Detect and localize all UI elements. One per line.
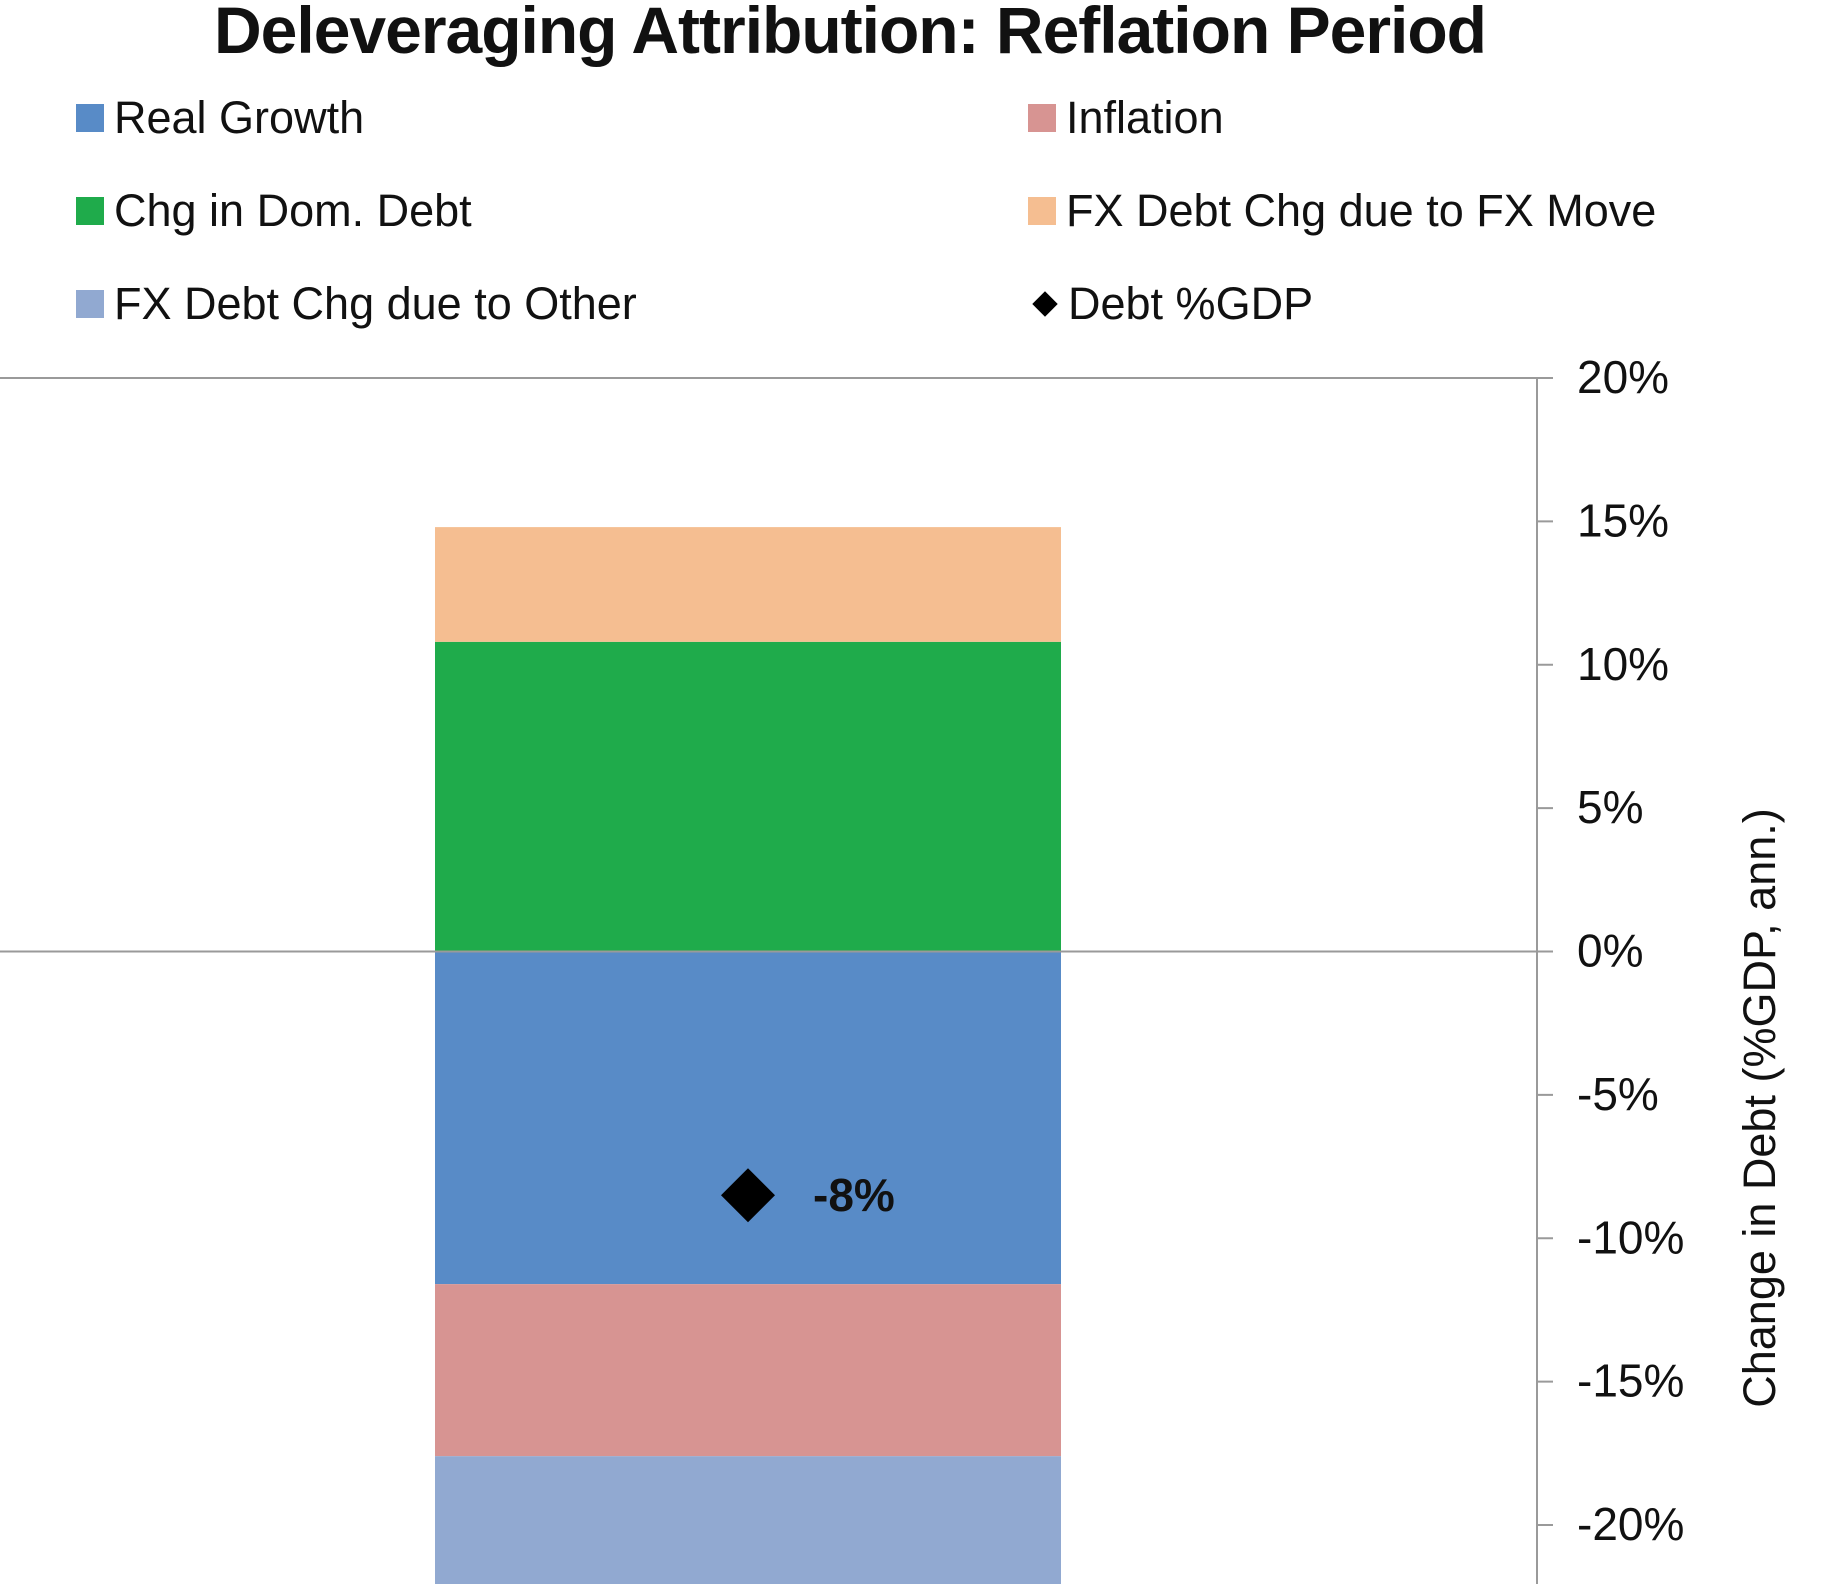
y-tick-label: -15% — [1577, 1355, 1684, 1407]
bar-segment-fx-debt-chg-due-to-other — [435, 1456, 1061, 1584]
y-tick-label: 15% — [1577, 494, 1669, 546]
legend-label-dom-debt: Chg in Dom. Debt — [114, 185, 472, 236]
legend-item-dom-debt: Chg in Dom. Debt — [76, 185, 472, 237]
legend-item-debt-gdp: Debt %GDP — [1028, 278, 1313, 330]
y-tick-label: -5% — [1577, 1068, 1659, 1120]
legend-swatch-dom-debt — [76, 197, 104, 225]
legend-swatch-fx-move — [1028, 197, 1056, 225]
legend-item-fx-move: FX Debt Chg due to FX Move — [1028, 185, 1656, 237]
legend-item-real-growth: Real Growth — [76, 92, 364, 144]
y-tick-label: -10% — [1577, 1211, 1684, 1263]
legend-swatch-inflation — [1028, 104, 1056, 132]
legend-label-fx-move: FX Debt Chg due to FX Move — [1066, 185, 1657, 236]
y-tick-label: -20% — [1577, 1498, 1684, 1550]
legend-item-inflation: Inflation — [1028, 92, 1224, 144]
bar-segment-fx-debt-chg-due-to-fx-move — [435, 527, 1061, 642]
chart-title: Deleveraging Attribution: Reflation Peri… — [214, 0, 1487, 67]
legend-label-fx-other: FX Debt Chg due to Other — [114, 278, 637, 329]
legend-label-inflation: Inflation — [1066, 92, 1224, 143]
y-axis-title: Change in Debt (%GDP, ann.) — [1734, 808, 1785, 1408]
y-tick-label: 10% — [1577, 638, 1669, 690]
legend-item-fx-other: FX Debt Chg due to Other — [76, 278, 637, 330]
y-tick-label: 20% — [1577, 351, 1669, 403]
y-tick-label: 5% — [1577, 781, 1643, 833]
bar-segment-chg-in-dom-debt — [435, 641, 1061, 952]
legend-label-debt-gdp: Debt %GDP — [1068, 278, 1314, 329]
legend-swatch-real-growth — [76, 104, 104, 132]
bar-segment-real-growth — [435, 951, 1061, 1285]
bar-segment-inflation — [435, 1284, 1061, 1457]
legend-label-real-growth: Real Growth — [114, 92, 365, 143]
debt-gdp-marker — [721, 1168, 775, 1223]
debt-gdp-data-label: -8% — [813, 1169, 895, 1221]
legend-swatch-fx-other — [76, 290, 104, 318]
y-tick-label: 0% — [1577, 925, 1643, 977]
